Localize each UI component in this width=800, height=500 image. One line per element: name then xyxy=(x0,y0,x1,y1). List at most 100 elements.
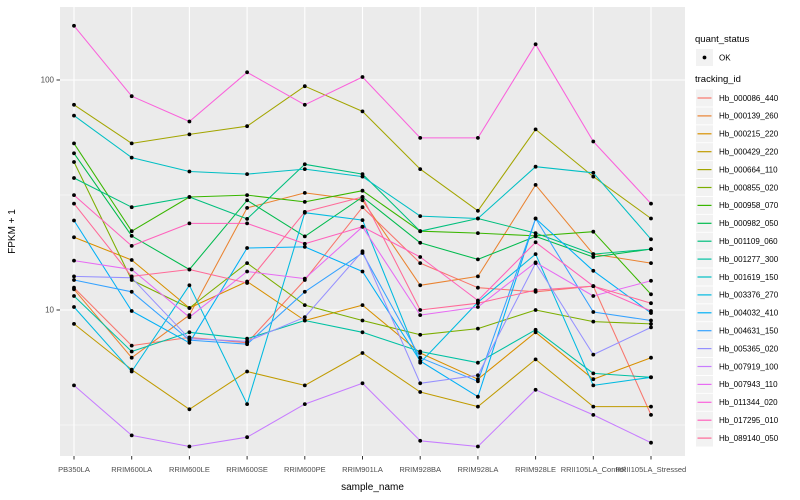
data-point xyxy=(187,119,192,124)
data-point xyxy=(591,229,596,234)
data-point xyxy=(302,162,307,167)
data-point xyxy=(302,234,307,239)
legend-item-Hb_007943_110: Hb_007943_110 xyxy=(696,375,778,393)
legend-item-Hb_005365_020: Hb_005365_020 xyxy=(696,340,779,358)
x-tick-label: PB350LA xyxy=(58,465,90,474)
data-point xyxy=(187,330,192,335)
data-point xyxy=(187,336,192,341)
data-point xyxy=(360,195,365,199)
data-point xyxy=(187,221,192,226)
legend-label: Hb_017295_010 xyxy=(719,416,779,425)
data-point xyxy=(360,249,365,254)
data-point xyxy=(533,216,538,221)
legend-label: Hb_000139_260 xyxy=(719,112,779,121)
legend-label-ok: OK xyxy=(719,53,731,62)
data-point xyxy=(360,269,365,274)
data-point xyxy=(187,283,192,288)
data-point xyxy=(533,288,538,292)
data-point xyxy=(129,309,134,313)
legend-title-quant-status: quant_status xyxy=(695,34,750,45)
data-point xyxy=(649,375,653,380)
data-point xyxy=(476,231,480,236)
data-point xyxy=(245,435,250,440)
data-point xyxy=(476,298,480,303)
data-point xyxy=(129,155,134,160)
data-point xyxy=(533,240,538,245)
data-point xyxy=(129,141,134,146)
data-point xyxy=(245,339,250,344)
data-point xyxy=(302,241,307,246)
data-point xyxy=(302,383,307,388)
x-tick-label: RRIM901LA xyxy=(342,465,383,474)
data-point xyxy=(245,70,250,75)
y-axis-title: FPKM + 1 xyxy=(7,209,18,254)
data-point xyxy=(72,113,76,118)
data-point xyxy=(72,201,76,206)
legend-label: Hb_000429_220 xyxy=(719,148,779,157)
data-point xyxy=(591,268,596,273)
data-point xyxy=(476,257,480,262)
data-point xyxy=(418,359,423,363)
data-point xyxy=(245,261,250,265)
data-point xyxy=(302,245,307,249)
data-point xyxy=(302,402,307,406)
data-point xyxy=(649,404,653,409)
data-point xyxy=(476,301,480,306)
data-point xyxy=(129,229,134,234)
x-tick-label: RRIM600PE xyxy=(284,465,326,474)
x-tick-label: RRIM928LA xyxy=(457,465,498,474)
data-point xyxy=(72,258,76,263)
data-point xyxy=(649,318,653,323)
data-point xyxy=(418,283,423,288)
data-point xyxy=(649,278,653,283)
legend-label: Hb_089140_050 xyxy=(719,434,779,443)
data-point xyxy=(476,305,480,309)
legend-label: Hb_007943_110 xyxy=(719,380,778,389)
data-point xyxy=(418,349,423,354)
data-point xyxy=(360,75,365,79)
x-tick-label: RRII105LA_Stressed xyxy=(616,465,686,474)
series-points-Hb_001619_150 xyxy=(72,113,653,242)
legend-label: Hb_000215_220 xyxy=(719,130,779,139)
data-point xyxy=(187,444,192,449)
data-point xyxy=(245,124,250,129)
data-point xyxy=(302,167,307,172)
x-tick-label: RRIM600LE xyxy=(169,465,210,474)
data-point xyxy=(418,332,423,337)
series-points-Hb_011344_020 xyxy=(72,23,653,206)
data-point xyxy=(476,360,480,365)
data-point xyxy=(418,229,423,234)
data-point xyxy=(649,325,653,330)
data-point xyxy=(418,438,423,443)
data-point xyxy=(360,109,365,114)
data-point xyxy=(360,224,365,229)
data-point xyxy=(72,176,76,180)
data-point xyxy=(360,351,365,355)
data-point xyxy=(591,319,596,324)
data-point xyxy=(72,235,76,240)
data-point xyxy=(302,102,307,107)
data-point xyxy=(476,373,480,378)
legend: quant_status OK tracking_id Hb_000086_440 Hb… xyxy=(695,34,779,447)
data-point xyxy=(129,258,134,262)
legend-label: Hb_000855_020 xyxy=(719,183,779,192)
data-point xyxy=(591,371,596,376)
legend-item-Hb_000086_440: Hb_000086_440 xyxy=(696,89,779,107)
axes: 100 10 PB350LA RRIM600LA RRIM600LE RRIM600SE R… xyxy=(7,76,686,493)
data-point xyxy=(72,278,76,282)
data-point xyxy=(476,379,480,384)
data-point xyxy=(245,198,250,203)
data-point xyxy=(245,221,250,226)
data-point xyxy=(418,214,423,219)
data-point xyxy=(591,413,596,417)
data-point xyxy=(591,377,596,382)
x-tick-label: RRIM600LA xyxy=(111,465,152,474)
data-point xyxy=(129,94,134,99)
data-point xyxy=(533,164,538,169)
data-point xyxy=(129,343,134,348)
data-point xyxy=(72,218,76,223)
data-point xyxy=(302,315,307,320)
data-point xyxy=(245,281,250,285)
data-point xyxy=(129,267,134,272)
